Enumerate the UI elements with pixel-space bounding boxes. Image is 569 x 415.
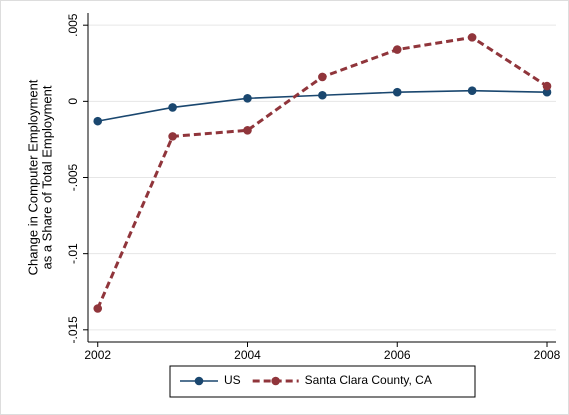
y-axis-label: Change in Computer Employment bbox=[25, 79, 40, 275]
data-point bbox=[93, 116, 103, 126]
data-point bbox=[542, 81, 552, 91]
y-tick-label: .005 bbox=[66, 13, 80, 37]
x-tick-label: 2004 bbox=[234, 348, 261, 362]
data-point bbox=[168, 103, 177, 112]
data-point bbox=[168, 132, 177, 141]
data-point bbox=[542, 87, 552, 97]
data-point bbox=[243, 125, 252, 135]
y-tick-label: -.015 bbox=[66, 316, 80, 344]
x-tick-label: 2002 bbox=[84, 348, 111, 362]
data-point bbox=[392, 87, 402, 97]
data-point bbox=[93, 304, 103, 313]
data-point bbox=[467, 33, 477, 42]
y-axis-label: as a Share of Total Employment bbox=[39, 85, 54, 269]
legend-marker bbox=[194, 376, 204, 386]
legend-marker bbox=[271, 376, 280, 386]
data-point bbox=[467, 86, 477, 95]
data-point bbox=[318, 72, 327, 82]
legend-box bbox=[169, 365, 476, 398]
data-point bbox=[318, 90, 327, 100]
y-tick-label: -.005 bbox=[66, 164, 80, 192]
x-tick-label: 2008 bbox=[534, 348, 561, 362]
data-point bbox=[243, 93, 252, 103]
y-tick-label: -.01 bbox=[66, 243, 80, 264]
legend-label: Santa Clara County, CA bbox=[305, 373, 432, 387]
y-tick-label: 0 bbox=[66, 98, 80, 105]
data-point bbox=[392, 45, 402, 54]
x-tick-label: 2006 bbox=[384, 348, 411, 362]
legend-label: US bbox=[224, 373, 241, 387]
